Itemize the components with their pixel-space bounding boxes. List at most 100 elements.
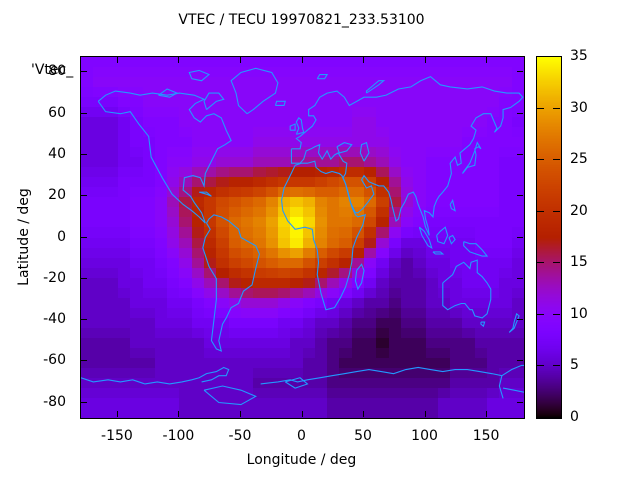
colorbar-tick-mark [553,210,560,212]
coastline-path [450,200,455,210]
x-tick-mark [239,411,241,417]
y-tick-mark [81,195,87,197]
colorbar-gradient [537,57,561,418]
y-tick-mark [81,277,87,279]
colorbar [536,56,562,419]
y-tick-mark [517,153,523,155]
y-tick-mark [517,401,523,403]
coastline-path [81,367,229,384]
coastline-path [282,161,366,310]
coastline-path [481,322,485,326]
colorbar-tick-mark [537,365,544,367]
x-tick-mark [116,57,118,63]
coastline-path [204,386,256,405]
y-tick-mark [517,71,523,73]
y-tick-mark [81,112,87,114]
colorbar-tick-label: 10 [570,305,588,322]
x-tick-mark [363,411,365,417]
coastline-path [509,314,519,333]
x-tick-label: 100 [411,428,438,444]
y-tick-mark [517,195,523,197]
y-tick-label: 60 [48,104,66,121]
colorbar-tick-label: 35 [570,48,588,64]
coastline-path [203,215,260,351]
coastline-path [189,70,209,80]
coastline-path [464,242,487,256]
y-tick-mark [81,153,87,155]
x-tick-label: 50 [354,428,372,444]
colorbar-tick-label: 15 [570,254,588,271]
colorbar-tick-label: 30 [570,99,588,116]
y-tick-label: 20 [48,187,66,204]
x-tick-label: 0 [297,428,306,444]
x-tick-mark [301,57,303,63]
coastline-path [355,264,364,289]
y-tick-mark [81,360,87,362]
y-tick-mark [81,71,87,73]
coastline-path [360,143,369,162]
coastline-path [366,81,383,93]
x-tick-label: -50 [228,428,252,444]
colorbar-tick-label: 20 [570,202,588,219]
coastline-path [499,376,503,399]
colorbar-tick-mark [537,313,544,315]
y-tick-label: 80 [48,63,66,80]
coastline-path [337,143,352,153]
x-tick-mark [424,57,426,63]
coastline-path [290,124,295,130]
x-tick-mark [178,411,180,417]
coastline-path [503,388,524,392]
colorbar-tick-mark [537,107,544,109]
coastline-path [275,101,285,105]
coastline-path [199,192,211,196]
coastline-path [285,378,307,388]
coastline-path [231,68,278,113]
coastline-path [443,260,491,318]
x-tick-label: -150 [101,428,133,444]
colorbar-tick-mark [553,159,560,161]
y-tick-label: -20 [43,269,66,286]
colorbar-tick-mark [537,159,544,161]
x-tick-mark [116,411,118,417]
coastline-path [261,365,524,384]
coastline-path [98,91,231,223]
colorbar-tick-mark [553,313,560,315]
y-tick-mark [81,319,87,320]
vtec-heatmap [81,57,524,418]
x-tick-label: 150 [472,428,500,444]
coastline-path [204,93,224,110]
y-tick-label: 0 [57,228,66,245]
x-tick-mark [486,411,488,417]
colorbar-tick-label: 5 [570,357,579,374]
plot-title: VTEC / TECU 19970821_233.53100 [178,12,425,28]
colorbar-tick-label: 0 [570,409,579,425]
coastlines-overlay [81,57,524,418]
series-key-label: 'Vtec_ [31,62,74,78]
coastline-path [419,227,431,248]
x-axis-title: Longitude / deg [246,452,357,468]
x-tick-mark [486,57,488,63]
y-tick-label: -40 [43,311,66,327]
colorbar-tick-mark [553,107,560,109]
y-tick-label: -60 [43,352,66,369]
plot-area [80,56,525,419]
x-tick-mark [301,411,303,417]
y-tick-mark [517,236,523,238]
colorbar-tick-mark [553,262,560,264]
y-tick-mark [81,236,87,238]
y-tick-mark [517,319,523,320]
y-tick-mark [517,112,523,114]
x-tick-mark [424,411,426,417]
x-tick-mark [239,57,241,63]
y-tick-mark [81,401,87,403]
x-tick-label: -100 [162,428,195,444]
coastline-path [462,143,480,174]
coastline-path [159,89,177,97]
y-tick-label: 40 [48,145,66,162]
colorbar-tick-mark [537,262,544,264]
colorbar-tick-mark [537,210,544,212]
coastline-path [296,118,303,135]
colorbar-tick-label: 25 [570,151,588,168]
coastline-path [449,235,455,243]
